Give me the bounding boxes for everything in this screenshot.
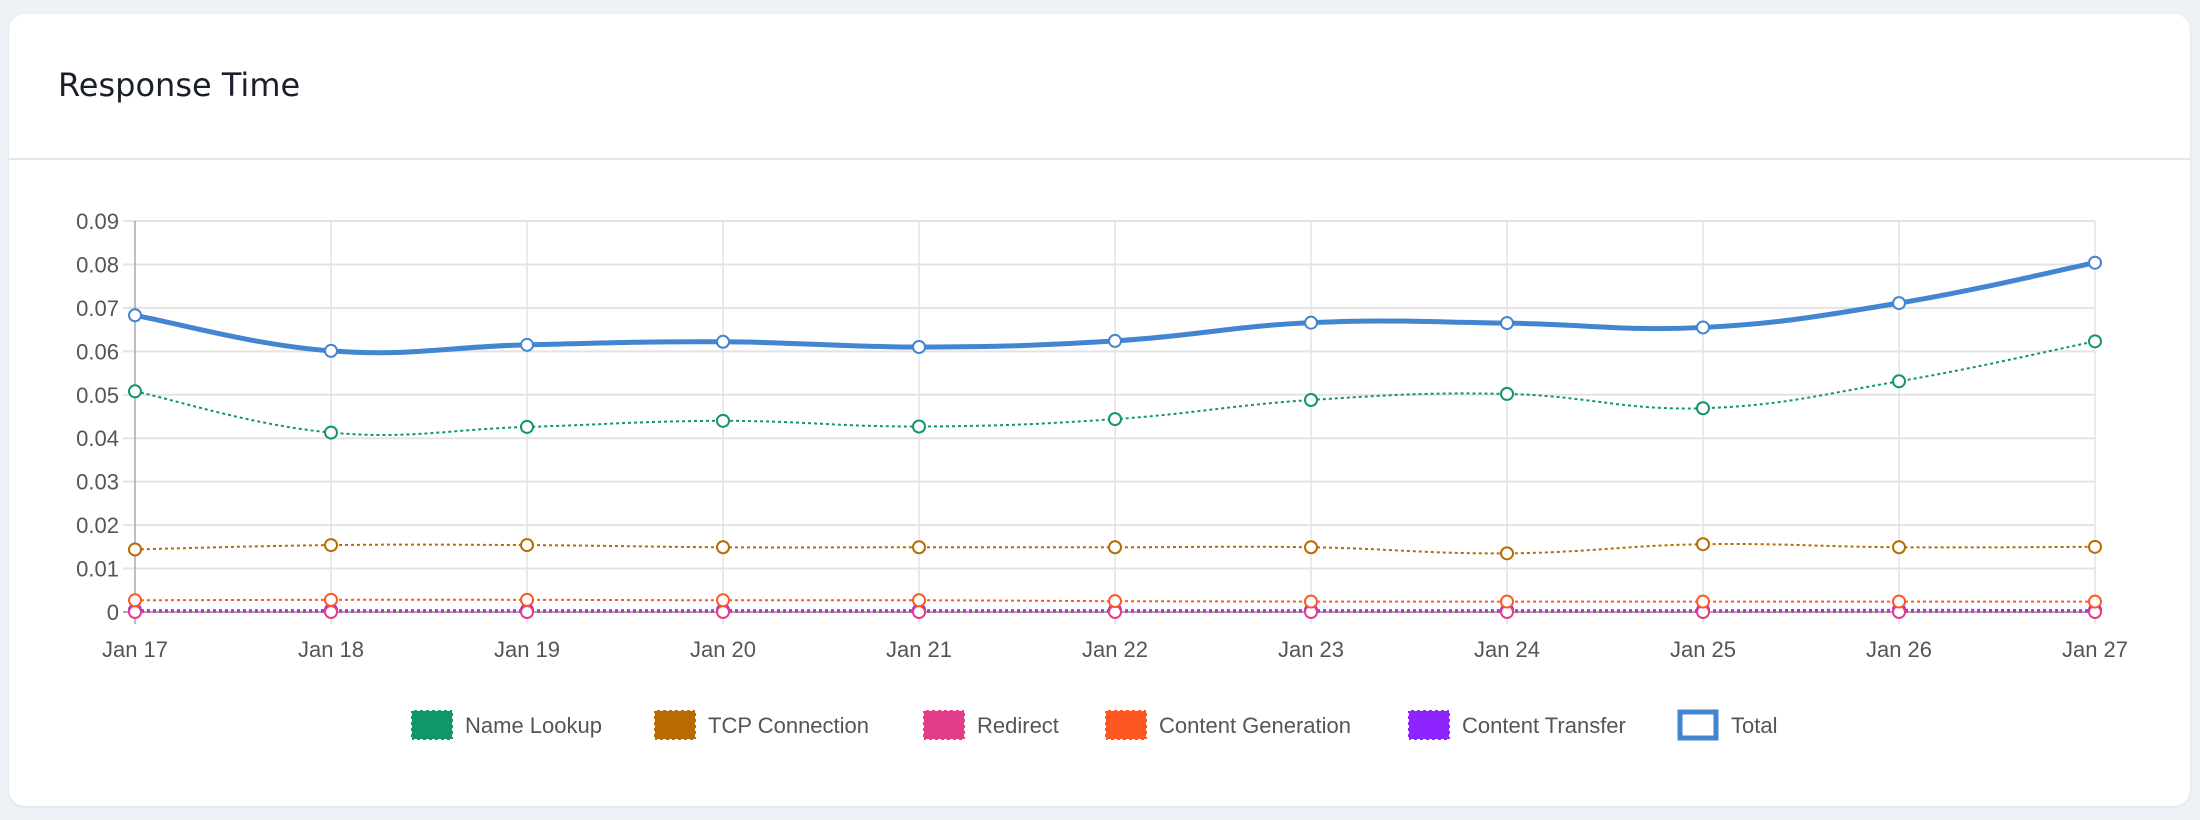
x-tick-label: Jan 24 bbox=[1474, 637, 1540, 662]
data-point-total bbox=[1696, 320, 1710, 335]
legend-swatch-total bbox=[1677, 709, 1719, 741]
card-title: Response Time bbox=[58, 66, 301, 104]
data-point-content-generation bbox=[1304, 594, 1318, 609]
y-tick-label: 0.02 bbox=[76, 513, 119, 538]
data-point-name-lookup bbox=[1696, 401, 1710, 416]
data-point-tcp-connection bbox=[1304, 540, 1318, 555]
y-tick-label: 0.06 bbox=[76, 339, 119, 364]
x-tick-label: Jan 26 bbox=[1866, 637, 1932, 662]
data-point-total bbox=[912, 339, 926, 354]
legend-label-tcp-connection: TCP Connection bbox=[708, 713, 869, 738]
data-point-content-generation bbox=[716, 593, 730, 608]
x-tick-label: Jan 23 bbox=[1278, 637, 1344, 662]
y-tick-label: 0 bbox=[107, 600, 119, 625]
data-point-redirect bbox=[912, 605, 926, 619]
data-point-name-lookup bbox=[324, 425, 338, 440]
data-point-tcp-connection bbox=[716, 540, 730, 555]
data-point-total bbox=[1304, 315, 1318, 330]
data-point-tcp-connection bbox=[324, 538, 338, 553]
data-point-tcp-connection bbox=[520, 538, 534, 553]
data-point-redirect bbox=[520, 605, 534, 619]
legend-swatch-tcp-connection bbox=[653, 709, 697, 741]
x-tick-label: Jan 25 bbox=[1670, 637, 1736, 662]
data-point-content-generation bbox=[128, 593, 142, 608]
data-point-tcp-connection bbox=[1696, 537, 1710, 552]
response-time-card: Response Time bbox=[9, 14, 2190, 806]
y-tick-label: 0.07 bbox=[76, 296, 119, 321]
data-point-content-generation bbox=[1500, 594, 1514, 609]
data-point-total bbox=[1108, 333, 1122, 348]
data-point-name-lookup bbox=[1108, 412, 1122, 427]
data-point-content-generation bbox=[1108, 594, 1122, 609]
data-point-content-generation bbox=[1696, 594, 1710, 609]
data-point-name-lookup bbox=[128, 384, 142, 399]
legend-swatch-content-generation bbox=[1104, 709, 1148, 741]
series-line-content-generation bbox=[134, 598, 2095, 603]
data-point-total bbox=[324, 343, 338, 358]
card-header: Response Time bbox=[9, 14, 2190, 160]
data-point-content-generation bbox=[912, 593, 926, 608]
data-point-name-lookup bbox=[520, 419, 534, 434]
y-tick-label: 0.03 bbox=[76, 470, 119, 495]
y-tick-label: 0.01 bbox=[76, 557, 119, 582]
legend-label-redirect: Redirect bbox=[977, 713, 1059, 738]
data-point-tcp-connection bbox=[1500, 546, 1514, 561]
legend-swatch-content-transfer bbox=[1407, 709, 1451, 741]
legend-label-content-generation: Content Generation bbox=[1159, 713, 1351, 738]
x-tick-label: Jan 18 bbox=[298, 637, 364, 662]
data-point-content-generation bbox=[324, 592, 338, 607]
data-point-name-lookup bbox=[1304, 392, 1318, 407]
data-point-redirect bbox=[716, 605, 730, 619]
x-tick-label: Jan 21 bbox=[886, 637, 952, 662]
data-point-tcp-connection bbox=[128, 542, 142, 557]
data-point-tcp-connection bbox=[2088, 539, 2102, 554]
x-tick-label: Jan 22 bbox=[1082, 637, 1148, 662]
y-tick-label: 0.09 bbox=[76, 209, 119, 234]
data-point-total bbox=[520, 337, 534, 352]
legend-label-name-lookup: Name Lookup bbox=[465, 713, 602, 738]
legend-label-total: Total bbox=[1731, 713, 1777, 738]
legend-swatch-name-lookup bbox=[410, 709, 454, 741]
x-tick-label: Jan 27 bbox=[2062, 637, 2128, 662]
data-point-name-lookup bbox=[1500, 386, 1514, 401]
y-tick-label: 0.05 bbox=[76, 383, 119, 408]
data-point-redirect bbox=[324, 605, 338, 619]
x-tick-label: Jan 17 bbox=[102, 637, 168, 662]
data-point-name-lookup bbox=[1892, 374, 1906, 389]
data-point-total bbox=[1500, 316, 1514, 331]
data-point-tcp-connection bbox=[1108, 540, 1122, 555]
data-point-total bbox=[2088, 255, 2102, 270]
data-point-total bbox=[716, 334, 730, 349]
data-point-content-generation bbox=[1892, 594, 1906, 609]
data-point-total bbox=[128, 308, 142, 323]
data-point-name-lookup bbox=[2088, 334, 2102, 349]
x-tick-label: Jan 19 bbox=[494, 637, 560, 662]
data-point-name-lookup bbox=[716, 413, 730, 428]
data-point-content-generation bbox=[2088, 594, 2102, 609]
y-tick-label: 0.08 bbox=[76, 252, 119, 277]
x-tick-label: Jan 20 bbox=[690, 637, 756, 662]
data-point-total bbox=[1892, 296, 1906, 311]
data-point-name-lookup bbox=[912, 419, 926, 434]
data-point-tcp-connection bbox=[912, 540, 926, 555]
data-point-content-generation bbox=[520, 592, 534, 607]
legend-swatch-redirect bbox=[922, 709, 966, 741]
data-point-tcp-connection bbox=[1892, 540, 1906, 555]
y-tick-label: 0.04 bbox=[76, 426, 119, 451]
legend-label-content-transfer: Content Transfer bbox=[1462, 713, 1626, 738]
data-point-redirect bbox=[128, 605, 142, 619]
